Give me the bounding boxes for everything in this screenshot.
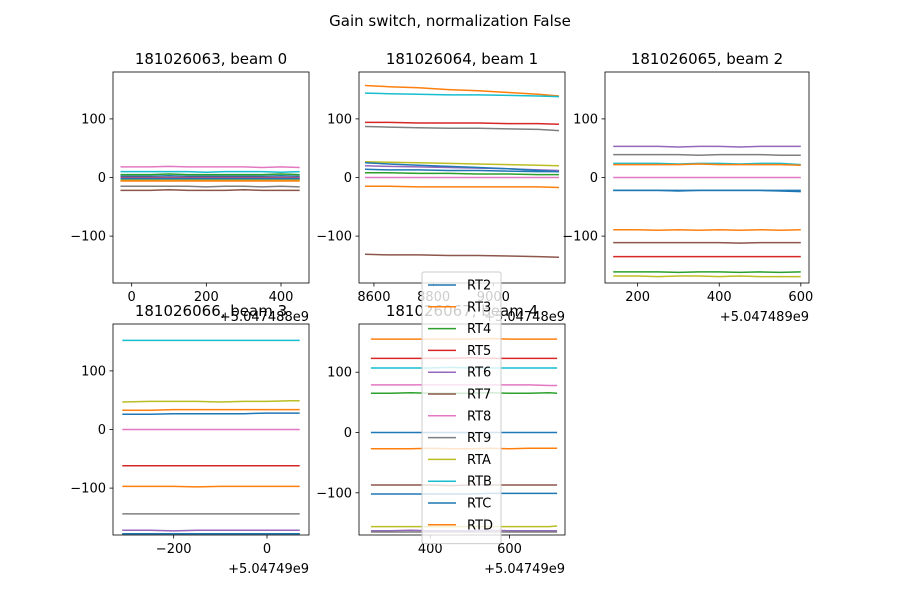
y-tick-label: 100 xyxy=(327,366,352,381)
y-tick-label: −100 xyxy=(316,230,352,245)
series-line-rt7 xyxy=(364,253,560,258)
series-line-rtb xyxy=(364,92,560,98)
legend-label: RTC xyxy=(467,497,491,512)
y-tick-label: 100 xyxy=(81,364,106,379)
series-line-rt3 xyxy=(364,84,560,97)
legend-label: RT9 xyxy=(467,431,491,446)
series-line-rt2 xyxy=(122,412,300,416)
series-line-rt9 xyxy=(613,153,801,156)
x-tick-label: 400 xyxy=(707,290,732,305)
x-offset-label: +5.047489e9 xyxy=(720,310,809,325)
y-tick-label: 100 xyxy=(327,112,352,127)
series-line-rta xyxy=(613,275,801,278)
legend-label: RTA xyxy=(467,453,491,468)
subplot-3: −200 0 −100 0 100 +5.04749e9 181026066, beam 3 xyxy=(70,302,310,577)
y-tick-label: 0 xyxy=(344,426,352,441)
legend-label: RT3 xyxy=(467,300,491,315)
legend-label: RT2 xyxy=(467,279,491,294)
series-line-rt7 xyxy=(613,241,801,244)
series-line-rt3 xyxy=(613,228,801,232)
series-line-rt5 xyxy=(365,121,560,125)
legend-label: RT7 xyxy=(467,388,491,403)
series-line-rtd xyxy=(613,163,801,166)
x-tick-label: −200 xyxy=(156,542,192,557)
series-line-rt4 xyxy=(120,173,300,176)
legend-label: RT8 xyxy=(467,409,491,424)
legend-label: RT5 xyxy=(467,344,491,359)
plot-area xyxy=(122,339,300,535)
x-tick-label: 200 xyxy=(625,290,650,305)
x-offset-label: +5.047488e9 xyxy=(220,310,309,325)
plot-area xyxy=(613,145,801,278)
x-tick-label: 600 xyxy=(788,290,813,305)
series-line-rt9 xyxy=(364,125,560,132)
y-tick-label: −100 xyxy=(562,230,598,245)
figure-suptitle: Gain switch, normalization False xyxy=(329,12,571,30)
x-offset-label: +5.04749e9 xyxy=(484,562,565,577)
series-line-rta xyxy=(122,400,300,403)
y-tick-label: 100 xyxy=(573,112,598,127)
x-tick-label: 8600 xyxy=(357,290,390,305)
plot-area xyxy=(364,84,560,258)
y-tick-label: −100 xyxy=(70,482,106,497)
y-tick-label: −100 xyxy=(70,230,106,245)
subplot-0: 0 200 400 −100 0 100 +5.047488e9 181026063, bea… xyxy=(70,50,310,325)
x-tick-label: 400 xyxy=(418,542,443,557)
series-line-rt6 xyxy=(613,145,801,148)
series-line-rtb xyxy=(613,162,801,166)
series-line-rt8 xyxy=(120,165,300,169)
x-offset-label: +5.04748e9 xyxy=(484,310,565,325)
subplot-title: 181026063, beam 0 xyxy=(135,50,287,68)
series-line-rtc xyxy=(364,162,560,173)
series-line-rta xyxy=(364,160,560,167)
series-line-rt2 xyxy=(120,174,300,178)
series-line-rt3 xyxy=(122,485,300,488)
y-tick-label: −100 xyxy=(316,486,352,501)
x-tick-label: 0 xyxy=(263,542,271,557)
x-tick-label: 600 xyxy=(497,542,522,557)
subplot-title: 181026065, beam 2 xyxy=(631,50,783,68)
x-tick-label: 200 xyxy=(194,290,219,305)
series-line-rt2 xyxy=(364,168,559,173)
plot-area xyxy=(120,165,300,192)
legend: RT2 RT3 RT4 RT5 RT6 RT7 RT8 RT9 RTA RTB RTC RTD xyxy=(421,271,502,545)
legend-label: RTD xyxy=(467,518,493,533)
y-tick-label: 0 xyxy=(98,423,106,438)
series-line-rt4 xyxy=(613,271,801,274)
x-offset-label: +5.04749e9 xyxy=(228,562,309,577)
x-tick-label: 0 xyxy=(128,290,136,305)
subplot-2: 200 400 600 −100 0 100 +5.047489e9 181026065, b… xyxy=(562,50,813,325)
legend-label: RTB xyxy=(467,475,492,490)
series-line-rtd xyxy=(122,408,300,411)
y-tick-label: 0 xyxy=(98,171,106,186)
subplot-title: 181026064, beam 1 xyxy=(386,50,538,68)
legend-label: RT4 xyxy=(467,322,491,337)
x-tick-label: 400 xyxy=(269,290,294,305)
subplot-title: 181026066, beam 3 xyxy=(135,302,287,320)
series-line-rt6 xyxy=(122,529,300,532)
series-line-rt7 xyxy=(120,189,300,192)
series-line-rt4 xyxy=(365,172,559,176)
series-line-rtb xyxy=(120,170,300,173)
y-tick-label: 100 xyxy=(81,112,106,127)
y-tick-label: 0 xyxy=(590,171,598,186)
legend-frame xyxy=(421,271,502,545)
series-line-rt9 xyxy=(120,185,300,188)
legend-label: RT6 xyxy=(467,366,491,381)
y-tick-label: 0 xyxy=(344,171,352,186)
series-line-rtd xyxy=(365,185,560,189)
